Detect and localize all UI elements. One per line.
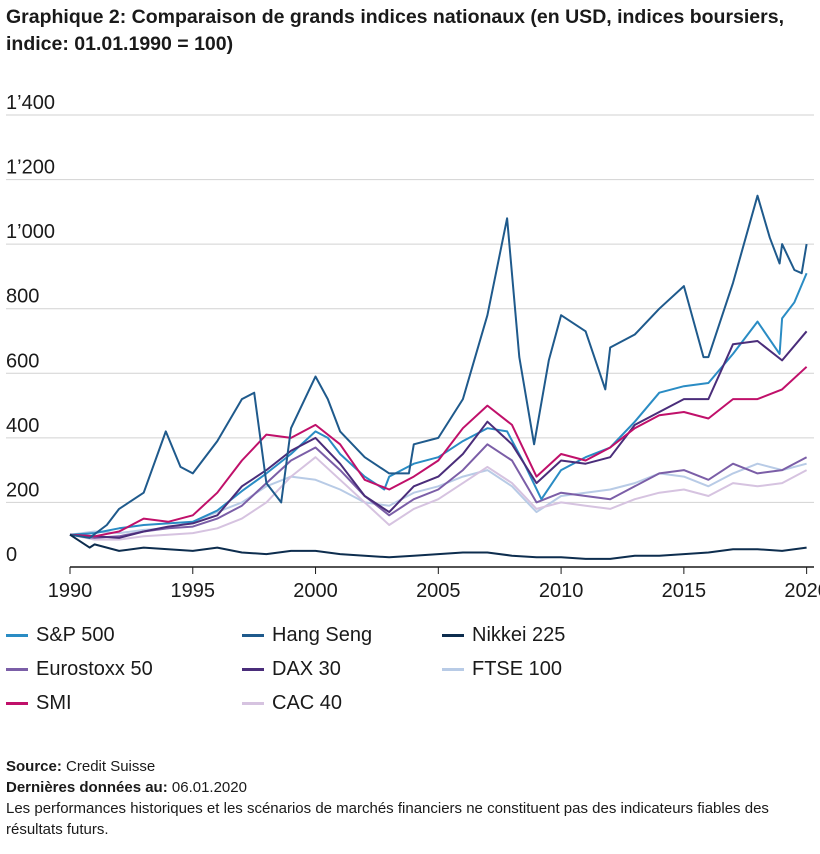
series-line bbox=[69, 272, 808, 536]
x-tick-label: 2020 bbox=[784, 580, 820, 602]
x-tick-label: 2005 bbox=[416, 580, 461, 602]
series-line bbox=[69, 456, 808, 541]
y-tick-label: 200 bbox=[6, 479, 39, 501]
source-value: Credit Suisse bbox=[66, 758, 156, 775]
legend-item-hang-seng: Hang Seng bbox=[242, 624, 372, 647]
x-tick-label: 2000 bbox=[293, 580, 338, 602]
legend: S&P 500 Hang Seng Nikkei 225 Eurostoxx 5… bbox=[6, 620, 806, 730]
x-axis: 1990 1995 2000 2005 2010 2015 2020 bbox=[48, 566, 820, 602]
x-tick-label: 2015 bbox=[662, 580, 707, 602]
legend-label: DAX 30 bbox=[272, 658, 341, 680]
legend-swatch bbox=[442, 668, 464, 671]
series-line bbox=[69, 330, 808, 539]
series-line bbox=[69, 366, 808, 538]
source-line: Source: Credit Suisse bbox=[6, 756, 806, 777]
legend-label: SMI bbox=[36, 692, 72, 714]
legend-item-nikkei-225: Nikkei 225 bbox=[442, 624, 565, 647]
legend-label: S&P 500 bbox=[36, 624, 115, 646]
y-tick-label: 800 bbox=[6, 286, 39, 308]
legend-swatch bbox=[6, 668, 28, 671]
legend-label: FTSE 100 bbox=[472, 658, 563, 680]
legend-item-eurostoxx-50: Eurostoxx 50 bbox=[6, 658, 153, 681]
disclaimer: Les performances historiques et les scén… bbox=[6, 800, 769, 838]
x-tick-label: 1995 bbox=[171, 580, 216, 602]
y-tick-label: 1’200 bbox=[6, 157, 55, 179]
date-value: 06.01.2020 bbox=[171, 779, 247, 796]
y-tick-label: 0 bbox=[6, 544, 17, 566]
legend-label: Eurostoxx 50 bbox=[36, 658, 153, 680]
x-tick-label: 1990 bbox=[48, 580, 93, 602]
series-line bbox=[69, 443, 808, 539]
series-line bbox=[69, 533, 807, 560]
y-tick-label: 1’000 bbox=[6, 221, 55, 243]
y-tick-label: 1’400 bbox=[6, 95, 55, 114]
legend-item-sp500: S&P 500 bbox=[6, 624, 115, 647]
legend-item-dax-30: DAX 30 bbox=[242, 658, 341, 681]
legend-label: CAC 40 bbox=[272, 692, 343, 714]
legend-item-cac-40: CAC 40 bbox=[242, 692, 342, 715]
legend-swatch bbox=[242, 702, 264, 705]
legend-item-smi: SMI bbox=[6, 692, 72, 715]
legend-label: Hang Seng bbox=[272, 624, 373, 646]
date-line: Dernières données au: 06.01.2020 bbox=[6, 777, 806, 798]
y-tick-label: 600 bbox=[6, 350, 39, 372]
footer: Source: Credit Suisse Dernières données … bbox=[6, 756, 806, 840]
chart-title: Graphique 2: Comparaison de grands indic… bbox=[6, 6, 785, 55]
y-tick-label: 400 bbox=[6, 415, 39, 437]
grid-lines bbox=[6, 114, 814, 503]
source-label: Source: bbox=[6, 758, 62, 775]
legend-swatch bbox=[242, 634, 264, 637]
x-tick-label: 2010 bbox=[539, 580, 584, 602]
series-lines bbox=[69, 194, 808, 560]
legend-label: Nikkei 225 bbox=[472, 624, 566, 646]
series-line bbox=[69, 194, 808, 539]
legend-item-ftse-100: FTSE 100 bbox=[442, 658, 562, 681]
legend-swatch bbox=[6, 634, 28, 637]
line-chart: 0 200 400 600 800 1’000 1’200 1’400 1990 1995 200… bbox=[6, 95, 820, 602]
y-axis-ticks: 0 200 400 600 800 1’000 1’200 1’400 bbox=[6, 95, 55, 566]
legend-swatch bbox=[242, 668, 264, 671]
date-label: Dernières données au: bbox=[6, 779, 168, 796]
legend-swatch bbox=[6, 702, 28, 705]
legend-swatch bbox=[442, 634, 464, 637]
